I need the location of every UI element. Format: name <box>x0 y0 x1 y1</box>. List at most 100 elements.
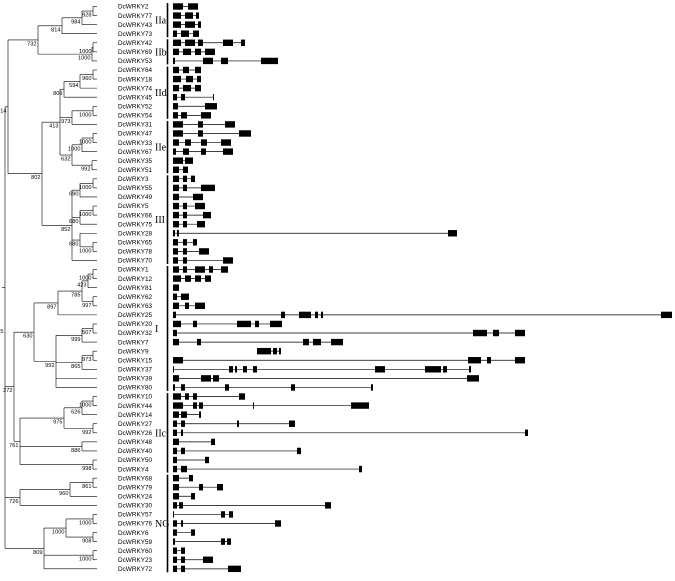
bootstrap-value: 726 <box>9 499 18 505</box>
bootstrap-value: 1000 <box>79 276 91 282</box>
exon-box <box>191 175 195 183</box>
gene-label: DcWRKY69 <box>118 49 153 56</box>
exon-box <box>303 338 309 346</box>
exon-box <box>198 21 201 28</box>
exon-box <box>443 366 447 373</box>
exon-box <box>239 130 251 137</box>
exon-box <box>183 239 187 246</box>
gene-label: DcWRKY14 <box>118 412 153 419</box>
gene-structures <box>173 3 672 573</box>
exon-box <box>195 266 205 273</box>
bootstrap-value: 423 <box>77 282 86 288</box>
exon-box <box>173 357 183 364</box>
exon-box <box>177 230 179 237</box>
bootstrap-value: 314 <box>0 108 7 114</box>
gene-label: DcWRKY37 <box>118 367 153 374</box>
exon-box <box>205 103 217 110</box>
exon-box <box>173 556 177 563</box>
exon-box <box>181 465 187 473</box>
gene-label: DcWRKY18 <box>118 76 153 83</box>
bootstrap-value: 992 <box>82 430 91 436</box>
exon-box <box>173 520 177 527</box>
exon-box <box>223 148 233 155</box>
exon-box <box>199 411 201 418</box>
exon-box <box>195 275 201 282</box>
gene-label: DcWRKY74 <box>118 85 153 92</box>
exon-box <box>188 3 198 10</box>
exon-box <box>198 121 203 128</box>
exon-box <box>313 338 321 346</box>
exon-box <box>181 520 183 527</box>
exon-box <box>173 103 178 110</box>
bootstrap-value: 1000 <box>79 140 91 146</box>
exon-box <box>193 320 197 328</box>
gene-label: DcWRKY7 <box>118 339 149 346</box>
exon-box <box>203 556 213 563</box>
exon-box <box>198 130 203 137</box>
bootstrap-value: 973 <box>82 357 91 363</box>
exon-box <box>173 320 181 328</box>
exon-box <box>515 357 525 364</box>
gene-label: DcWRKY32 <box>118 330 153 337</box>
gene-label: DcWRKY53 <box>118 58 153 65</box>
exon-box <box>173 402 183 409</box>
gene-label: DcWRKY73 <box>118 31 153 38</box>
exon-box <box>235 366 237 373</box>
bootstrap-value: 1000 <box>79 185 91 191</box>
exon-box <box>173 366 174 373</box>
exon-box <box>183 84 191 92</box>
gene-label: DcWRKY10 <box>118 394 153 401</box>
bootstrap-value: 960 <box>59 491 68 497</box>
exon-box <box>173 429 177 436</box>
phylogenetic-tree <box>2 6 97 570</box>
subgroup-label: IIe <box>155 143 167 154</box>
exon-box <box>195 48 201 56</box>
gene-label: DcWRKY68 <box>118 475 153 482</box>
gene-label: DcWRKY23 <box>118 557 153 564</box>
exon-box <box>221 57 228 65</box>
bootstrap-value: 680 <box>69 219 78 225</box>
exon-box <box>351 402 369 409</box>
exon-box <box>325 502 331 509</box>
gene-label: DcWRKY42 <box>118 40 153 47</box>
subgroup-label: IId <box>155 88 167 99</box>
bootstrap-value: 1000 <box>79 212 91 218</box>
exon-box <box>179 502 183 509</box>
gene-label: DcWRKY43 <box>118 22 153 29</box>
gene-label: DcWRKY40 <box>118 448 153 455</box>
gene-label: DcWRKY62 <box>118 294 153 301</box>
exon-box <box>173 329 177 337</box>
exon-box <box>185 12 193 19</box>
gene-label: DcWRKY3 <box>118 176 149 183</box>
bootstrap-value: 1000 <box>79 248 91 254</box>
exon-box <box>173 375 179 382</box>
exon-box <box>270 320 282 328</box>
exon-box <box>181 411 187 418</box>
exon-box <box>173 148 176 155</box>
exon-box <box>173 465 177 473</box>
exon-box <box>183 148 189 155</box>
exon-box <box>255 320 259 328</box>
exon-box <box>181 30 189 37</box>
exon-box <box>183 257 187 264</box>
exon-box <box>173 338 179 346</box>
bootstrap-value: 975 <box>53 420 62 426</box>
gene-label: DcWRKY59 <box>118 539 153 546</box>
exon-box <box>183 48 191 56</box>
exon-box <box>173 3 183 10</box>
exon-box <box>213 94 214 101</box>
exon-box <box>241 39 245 46</box>
bootstrap-value: 235 <box>0 329 4 335</box>
bootstrap-value: 992 <box>45 363 54 369</box>
gene-label: DcWRKY48 <box>118 439 153 446</box>
exon-box <box>173 393 181 400</box>
exon-box <box>209 266 213 273</box>
exon-box <box>227 538 231 545</box>
exon-box <box>185 39 195 46</box>
exon-box <box>201 184 215 192</box>
exon-box <box>173 529 177 536</box>
bootstrap-value: 507 <box>82 330 91 336</box>
exon-box <box>173 447 177 455</box>
bootstrap-value: 908 <box>82 539 91 545</box>
exon-box <box>193 193 203 201</box>
